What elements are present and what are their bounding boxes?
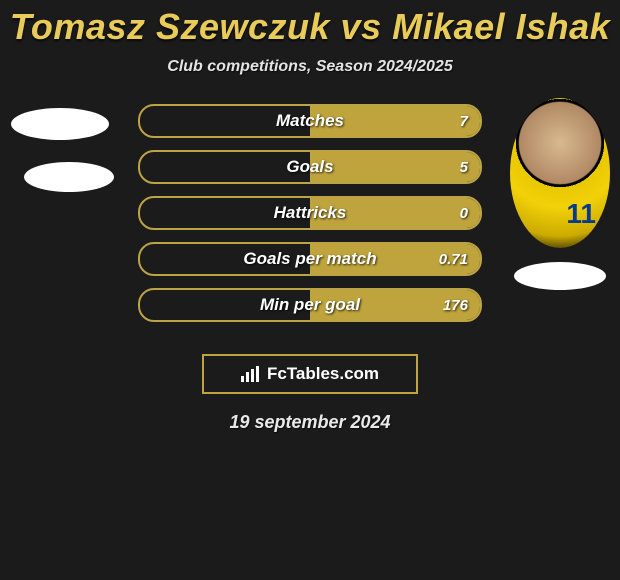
bar-label: Goals per match bbox=[140, 244, 480, 274]
bar-value-right: 0 bbox=[460, 198, 468, 228]
stats-area: 11 Matches7 Goals5 Hattricks0 Goals per mat… bbox=[0, 104, 620, 340]
snapshot-date: 19 september 2024 bbox=[0, 412, 620, 433]
stat-bar-row: Min per goal176 bbox=[138, 288, 482, 322]
bar-label: Goals bbox=[140, 152, 480, 182]
bar-value-right: 0.71 bbox=[439, 244, 468, 274]
jersey-number: 11 bbox=[566, 198, 596, 230]
placeholder-oval bbox=[11, 108, 109, 140]
stat-bars: Matches7Goals5Hattricks0Goals per match0… bbox=[138, 104, 482, 334]
bar-label: Matches bbox=[140, 106, 480, 136]
bar-value-right: 176 bbox=[443, 290, 468, 320]
bar-value-right: 7 bbox=[460, 106, 468, 136]
branding-badge[interactable]: FcTables.com bbox=[202, 354, 418, 394]
placeholder-oval bbox=[24, 162, 114, 192]
placeholder-oval bbox=[514, 262, 606, 290]
stat-bar-row: Goals per match0.71 bbox=[138, 242, 482, 276]
bar-chart-icon bbox=[241, 366, 261, 382]
branding-text: FcTables.com bbox=[267, 364, 379, 384]
player-right-portrait: 11 bbox=[510, 98, 610, 290]
bar-label: Hattricks bbox=[140, 198, 480, 228]
bar-label: Min per goal bbox=[140, 290, 480, 320]
bar-value-right: 5 bbox=[460, 152, 468, 182]
player-photo: 11 bbox=[510, 98, 610, 248]
season-subtitle: Club competitions, Season 2024/2025 bbox=[0, 58, 620, 76]
comparison-title: Tomasz Szewczuk vs Mikael Ishak bbox=[0, 0, 620, 48]
player-left-portrait bbox=[10, 98, 110, 192]
stat-bar-row: Matches7 bbox=[138, 104, 482, 138]
stat-bar-row: Goals5 bbox=[138, 150, 482, 184]
stat-bar-row: Hattricks0 bbox=[138, 196, 482, 230]
